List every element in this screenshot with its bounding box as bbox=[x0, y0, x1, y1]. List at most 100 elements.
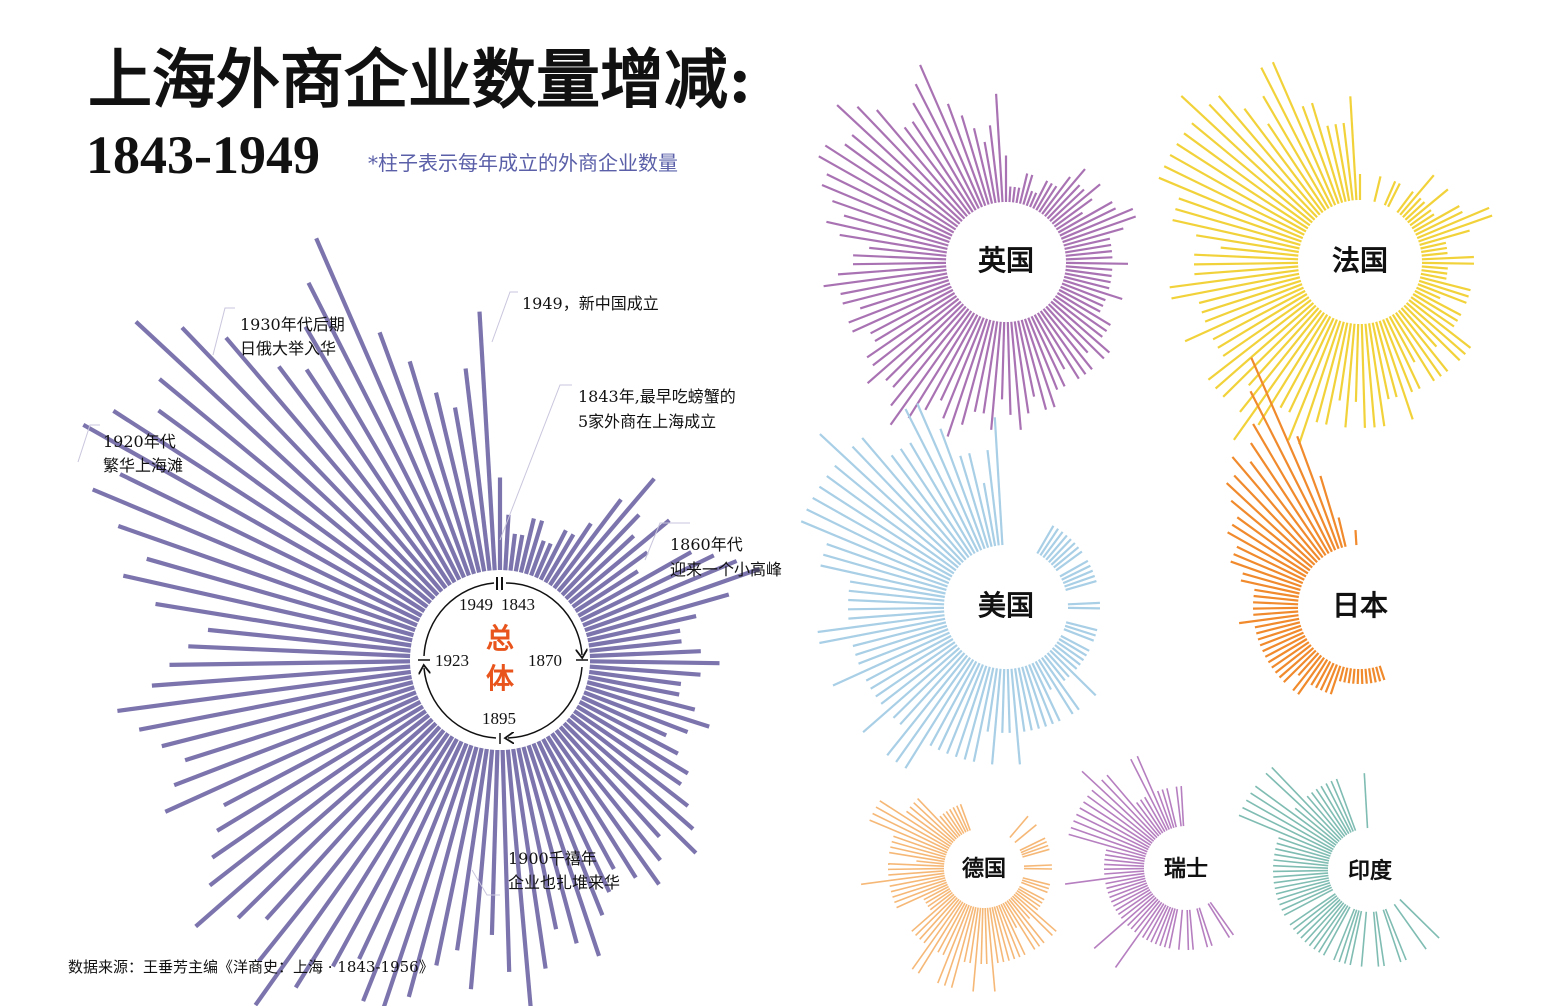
radial-bar bbox=[848, 610, 945, 620]
radial-bar bbox=[963, 907, 977, 963]
radial-bar bbox=[972, 128, 994, 204]
radial-bar bbox=[1198, 276, 1301, 305]
radial-bar bbox=[986, 668, 998, 732]
radial-bar bbox=[899, 448, 973, 557]
radial-bar bbox=[1050, 300, 1111, 354]
radial-bar bbox=[433, 392, 482, 573]
radial-panel bbox=[1238, 766, 1440, 967]
radial-bar bbox=[1161, 789, 1175, 829]
radial-bar bbox=[1368, 323, 1386, 427]
ring-arrow-3 bbox=[424, 668, 497, 739]
radial-bar bbox=[1378, 320, 1414, 420]
radial-bar bbox=[1053, 198, 1093, 228]
radial-bar bbox=[1259, 628, 1303, 647]
radial-bar bbox=[277, 365, 448, 590]
radial-bar bbox=[1231, 523, 1309, 575]
radial-bar bbox=[851, 134, 961, 225]
radial-bar bbox=[82, 422, 423, 618]
radial-bar bbox=[937, 902, 966, 953]
center-label-2: 体 bbox=[486, 662, 515, 695]
radial-bar bbox=[1338, 909, 1358, 963]
radial-bar bbox=[1136, 755, 1170, 830]
radial-bar bbox=[960, 319, 992, 425]
radial-bar bbox=[826, 220, 948, 250]
radial-bar bbox=[1031, 662, 1061, 722]
radial-bar bbox=[568, 518, 671, 605]
radial-bar bbox=[1073, 820, 1148, 853]
radial-bar bbox=[304, 368, 452, 587]
radial-bar bbox=[812, 496, 953, 578]
radial-bar bbox=[1163, 165, 1305, 236]
radial-bar bbox=[1243, 108, 1324, 214]
radial-bar bbox=[173, 690, 417, 788]
radial-bar bbox=[1064, 574, 1096, 588]
radial-bar bbox=[890, 454, 970, 559]
radial-bar bbox=[1103, 867, 1145, 870]
radial-bar bbox=[919, 64, 984, 208]
radial-bar bbox=[1375, 911, 1385, 967]
radial-bar bbox=[852, 285, 952, 333]
radial-bar bbox=[1387, 183, 1401, 208]
radial-bar bbox=[1061, 564, 1091, 581]
radial-bar bbox=[1065, 250, 1113, 257]
radial-bar bbox=[407, 360, 477, 575]
radial-bar bbox=[959, 803, 971, 831]
radial-bar bbox=[1171, 272, 1300, 300]
radial-bar bbox=[1046, 652, 1070, 678]
radial-bar bbox=[1041, 656, 1080, 711]
panel-label-uk: 英国 bbox=[978, 244, 1034, 277]
radial-bar bbox=[844, 143, 959, 228]
radial-bar bbox=[1410, 296, 1455, 328]
radial-bar bbox=[904, 659, 975, 769]
radial-bar bbox=[1344, 323, 1356, 428]
radial-bar bbox=[1230, 560, 1302, 588]
radial-bar bbox=[1292, 654, 1323, 692]
radial-bar bbox=[1360, 323, 1366, 428]
radial-bar bbox=[1364, 323, 1376, 428]
radial-bar bbox=[1408, 299, 1472, 349]
radial-bar bbox=[584, 566, 761, 633]
radial-bar bbox=[548, 522, 593, 587]
radial-bar bbox=[1117, 891, 1152, 916]
radial-bar bbox=[558, 725, 661, 839]
radial-bar bbox=[1360, 668, 1364, 685]
radial-bar bbox=[253, 732, 450, 1006]
chart-title: 上海外商企业数量增减: bbox=[88, 43, 752, 118]
radial-bar bbox=[1274, 853, 1329, 864]
radial-bar bbox=[1043, 654, 1066, 682]
radial-bar bbox=[452, 407, 487, 572]
radial-bar bbox=[982, 482, 997, 547]
radial-bar bbox=[832, 199, 950, 244]
radial-bar bbox=[1315, 788, 1348, 836]
radial-bar bbox=[1273, 874, 1329, 884]
radial-bar bbox=[984, 907, 988, 965]
radial-bar bbox=[1262, 95, 1330, 210]
radial-bar bbox=[1375, 666, 1382, 682]
radial-bar bbox=[840, 272, 948, 296]
radial-bar bbox=[972, 907, 982, 992]
radial-bar bbox=[1042, 308, 1093, 370]
radial-bar bbox=[1411, 213, 1435, 230]
radial-bar bbox=[526, 744, 601, 957]
radial-bar bbox=[1252, 423, 1330, 555]
radial-bar bbox=[1091, 789, 1155, 842]
radial-bar bbox=[1204, 283, 1303, 323]
radial-bar bbox=[1220, 246, 1299, 257]
radial-bar bbox=[1371, 667, 1377, 683]
radial-bar bbox=[1227, 531, 1307, 578]
radial-bar bbox=[1062, 279, 1123, 301]
radial-bar bbox=[1271, 61, 1337, 206]
radial-bar bbox=[1064, 872, 1145, 885]
radial-bar bbox=[1384, 908, 1407, 961]
radial-bar bbox=[859, 279, 950, 310]
radial-bar bbox=[1061, 282, 1106, 302]
radial-bar bbox=[1395, 311, 1442, 377]
radial-bar bbox=[1013, 893, 1057, 932]
radial-bar bbox=[911, 900, 962, 970]
radial-bar bbox=[1373, 176, 1382, 202]
radial-bar bbox=[1354, 323, 1360, 402]
radial-bar bbox=[1418, 279, 1469, 298]
radial-bar bbox=[1175, 208, 1301, 246]
radial-bar bbox=[1338, 666, 1345, 682]
radial-bar bbox=[1063, 275, 1110, 290]
